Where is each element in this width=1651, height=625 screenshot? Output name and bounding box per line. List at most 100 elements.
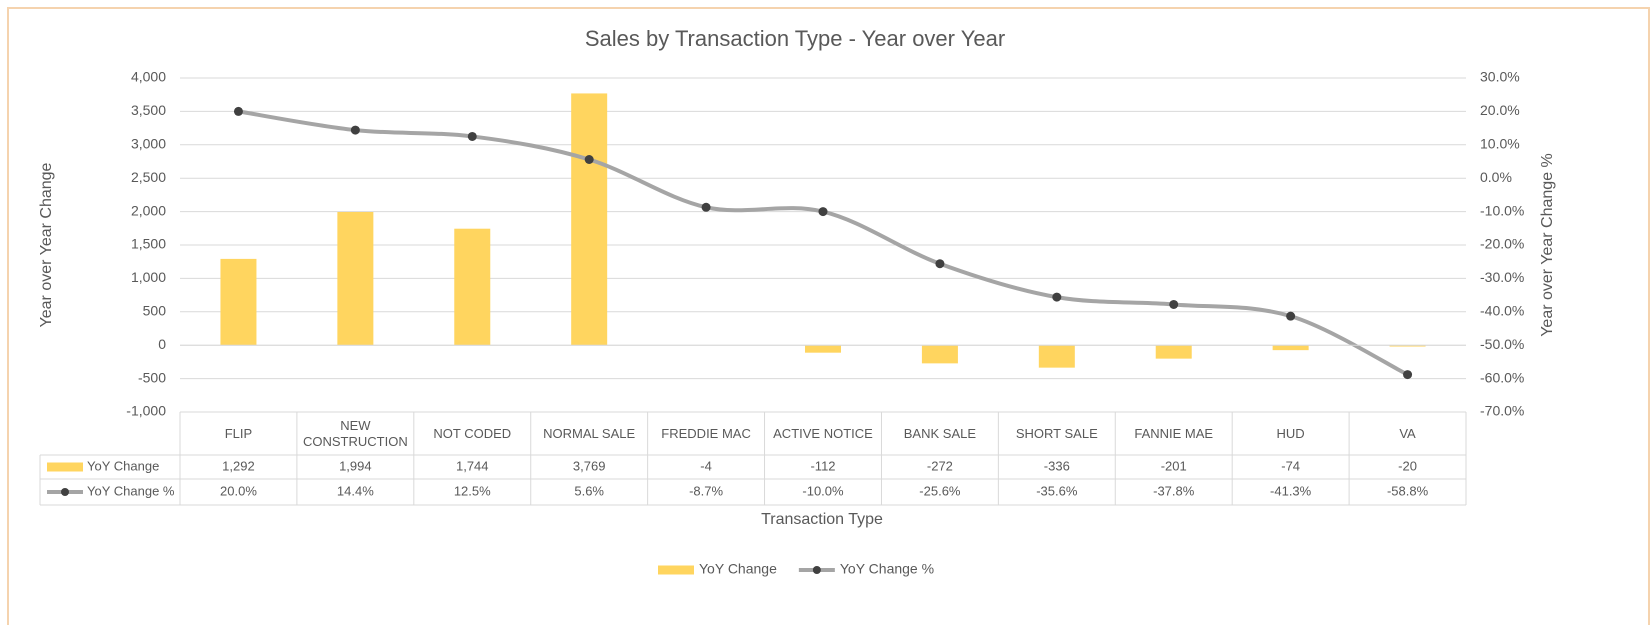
y2-tick-label: -70.0%	[1480, 403, 1524, 419]
y2-tick-label: -20.0%	[1480, 236, 1524, 252]
marker	[818, 207, 828, 217]
bar	[571, 93, 608, 346]
legend-label: YoY Change %	[840, 561, 934, 577]
table-value: -20	[1398, 458, 1417, 473]
y2-tick-label: -60.0%	[1480, 369, 1524, 385]
marker	[1052, 292, 1062, 302]
x-tick-label: NOT CODED	[433, 425, 512, 441]
table-value: 14.4%	[337, 483, 374, 498]
table-value: 5.6%	[574, 483, 604, 498]
marker	[935, 259, 945, 269]
y-tick-label: 2,000	[131, 202, 166, 218]
table-value: -41.3%	[1270, 483, 1312, 498]
marker	[467, 131, 477, 141]
table-series-name: YoY Change	[87, 458, 159, 473]
table-value: -35.6%	[1036, 483, 1078, 498]
line	[236, 109, 1410, 377]
x-tick-label: NORMAL SALE	[543, 425, 636, 441]
table-value: -201	[1161, 458, 1187, 473]
y-tick-label: 500	[143, 303, 167, 319]
y-tick-label: 1,500	[131, 236, 166, 252]
table-value: 1,744	[456, 458, 489, 473]
bar	[220, 258, 257, 346]
marker	[1169, 299, 1179, 309]
legend-label: YoY Change	[699, 561, 777, 577]
table-value: 3,769	[573, 458, 606, 473]
chart-frame	[7, 7, 1650, 625]
category-cell: NEW CONSTRUCTION	[303, 417, 408, 449]
y-tick-label: 4,000	[131, 69, 166, 85]
bar	[1389, 345, 1426, 347]
legend-swatch	[47, 462, 83, 472]
category-cell: HUD	[1276, 425, 1305, 441]
marker	[1403, 370, 1413, 380]
category-cell: SHORT SALE	[1015, 425, 1098, 441]
x-tick-label: FREDDIE MAC	[661, 425, 751, 441]
marker	[1286, 311, 1296, 321]
x-tick-label: BANK SALE	[903, 425, 977, 441]
category-cell: NORMAL SALE	[543, 425, 636, 441]
x-tick-label: ACTIVE NOTICE	[773, 425, 873, 441]
marker	[584, 154, 594, 164]
legend-swatch	[658, 565, 694, 575]
category-cell: FLIP	[224, 425, 253, 441]
bar	[805, 345, 841, 353]
y2-axis-title: Year over Year Change %	[1539, 153, 1556, 337]
marker	[701, 202, 711, 212]
bar	[1038, 345, 1075, 368]
x-tick-label: NEW CONSTRUCTION	[303, 417, 408, 449]
category-cell: NOT CODED	[433, 425, 512, 441]
x-tick-label: VA	[1399, 425, 1416, 441]
table-value: -10.0%	[802, 483, 844, 498]
table-value: -37.8%	[1153, 483, 1195, 498]
marker	[350, 125, 360, 135]
table-value: -74	[1281, 458, 1300, 473]
table-value: -58.8%	[1387, 483, 1429, 498]
bar	[454, 228, 491, 346]
table-value: 20.0%	[220, 483, 257, 498]
x-tick-label: SHORT SALE	[1015, 425, 1098, 441]
chart-title: Sales by Transaction Type - Year over Ye…	[585, 26, 1005, 51]
x-axis-title: Transaction Type	[761, 511, 883, 528]
table-value: 1,994	[339, 458, 372, 473]
legend-marker	[61, 488, 69, 496]
table-value: -25.6%	[919, 483, 961, 498]
y2-tick-label: 20.0%	[1480, 102, 1520, 118]
y2-tick-label: 0.0%	[1480, 169, 1512, 185]
table-value: 1,292	[222, 458, 255, 473]
bar	[1155, 345, 1192, 359]
table-value: -8.7%	[689, 483, 723, 498]
y-tick-label: -500	[138, 369, 166, 385]
table-value: -272	[927, 458, 953, 473]
y-tick-label: -1,000	[126, 403, 166, 419]
y2-tick-label: -10.0%	[1480, 202, 1524, 218]
table-value: -336	[1044, 458, 1070, 473]
y-tick-label: 3,000	[131, 136, 166, 152]
category-cell: FREDDIE MAC	[661, 425, 751, 441]
bar	[1272, 345, 1309, 351]
x-tick-label: FLIP	[224, 425, 253, 441]
table-value: -4	[700, 458, 712, 473]
y2-tick-label: 30.0%	[1480, 69, 1520, 85]
legend-marker	[812, 566, 821, 574]
bar	[921, 345, 958, 364]
category-cell: ACTIVE NOTICE	[773, 425, 873, 441]
x-tick-label: HUD	[1276, 425, 1305, 441]
x-tick-label: FANNIE MAE	[1134, 425, 1214, 441]
category-cell: VA	[1399, 425, 1416, 441]
table-value: -112	[810, 458, 835, 473]
y2-tick-label: -50.0%	[1480, 336, 1524, 352]
bar	[337, 212, 374, 346]
category-cell: BANK SALE	[903, 425, 977, 441]
y-tick-label: 2,500	[131, 169, 166, 185]
y-tick-label: 3,500	[131, 102, 166, 118]
table-value: 12.5%	[454, 483, 491, 498]
y-tick-label: 1,000	[131, 269, 166, 285]
marker	[233, 106, 243, 116]
category-cell: FANNIE MAE	[1134, 425, 1214, 441]
y-axis-title: Year over Year Change	[38, 162, 55, 327]
y2-tick-label: 10.0%	[1480, 136, 1520, 152]
y2-tick-label: -40.0%	[1480, 303, 1524, 319]
y-tick-label: 0	[158, 336, 166, 352]
